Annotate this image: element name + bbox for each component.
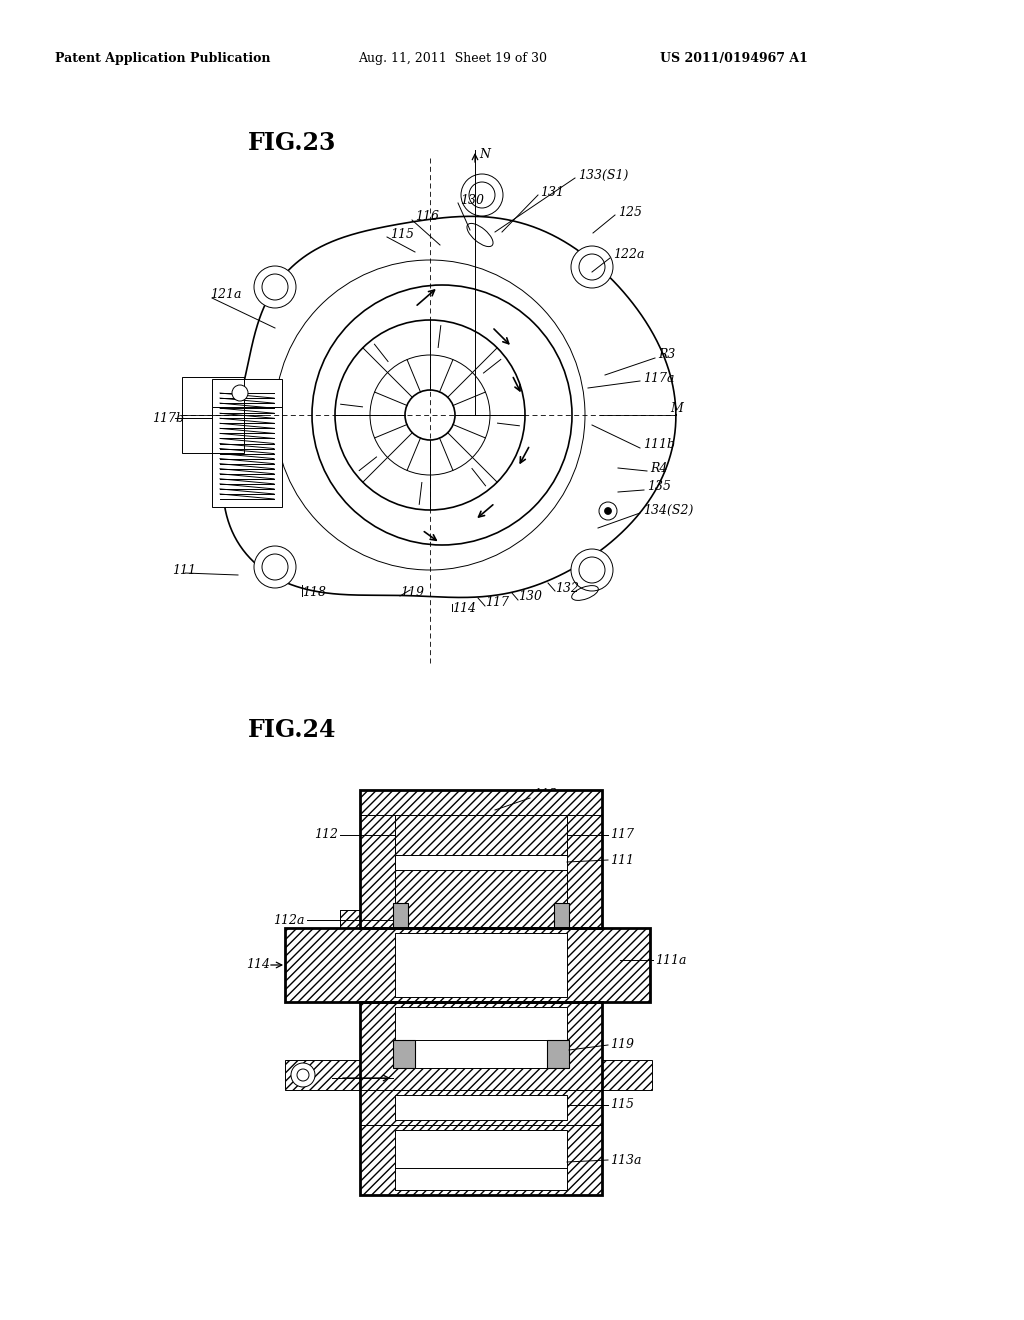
Circle shape (370, 355, 490, 475)
Bar (360, 1090, 602, 1125)
Text: 121a: 121a (210, 289, 242, 301)
Bar (360, 1002, 602, 1195)
Circle shape (604, 507, 611, 515)
Circle shape (254, 267, 296, 308)
Bar (393, 903, 408, 928)
Bar (395, 933, 567, 997)
Text: 133(S1): 133(S1) (578, 169, 629, 181)
Text: 114: 114 (246, 958, 270, 972)
Circle shape (254, 546, 296, 587)
Circle shape (312, 285, 572, 545)
Text: 131: 131 (540, 186, 564, 198)
Text: 119: 119 (400, 586, 424, 599)
Text: 117a: 117a (643, 371, 675, 384)
Bar (395, 870, 567, 928)
Bar (212, 379, 282, 407)
Text: 117: 117 (485, 597, 509, 610)
Circle shape (406, 389, 455, 440)
Bar (395, 1096, 567, 1119)
Polygon shape (223, 216, 676, 598)
Bar (360, 789, 602, 814)
Bar (395, 1130, 567, 1191)
Bar (602, 1060, 652, 1090)
Bar (285, 928, 650, 1002)
Circle shape (275, 260, 585, 570)
Text: 113a: 113a (610, 1154, 641, 1167)
Text: 115: 115 (610, 1098, 634, 1111)
Bar (554, 903, 569, 928)
Text: 115: 115 (390, 227, 414, 240)
Text: 135: 135 (647, 480, 671, 494)
Bar (285, 1060, 360, 1090)
Bar (360, 789, 395, 928)
Text: 119: 119 (306, 1072, 330, 1085)
Text: 111a: 111a (655, 953, 686, 966)
Text: R3: R3 (658, 348, 676, 362)
Bar (182, 378, 244, 453)
Text: 114: 114 (452, 602, 476, 615)
Text: 134(S2): 134(S2) (643, 503, 693, 516)
Text: N: N (479, 149, 490, 161)
Circle shape (461, 174, 503, 216)
Text: 111b: 111b (643, 438, 675, 451)
Bar (340, 909, 395, 935)
Bar (360, 1125, 602, 1195)
Circle shape (291, 1063, 315, 1086)
Circle shape (599, 502, 617, 520)
Text: FIG.23: FIG.23 (248, 131, 336, 154)
Bar (395, 1007, 567, 1060)
Text: 122a: 122a (613, 248, 644, 261)
Bar (395, 814, 567, 855)
Text: 113: 113 (534, 788, 557, 801)
Text: 132: 132 (555, 582, 579, 594)
Bar (415, 1040, 547, 1068)
Text: 117: 117 (610, 829, 634, 842)
Bar (285, 928, 650, 1002)
Text: US 2011/0194967 A1: US 2011/0194967 A1 (660, 51, 808, 65)
Text: R4: R4 (650, 462, 668, 474)
Text: Patent Application Publication: Patent Application Publication (55, 51, 270, 65)
Text: 112a: 112a (273, 913, 305, 927)
Circle shape (571, 246, 613, 288)
Bar (360, 1002, 602, 1090)
Text: 125: 125 (618, 206, 642, 219)
Circle shape (232, 385, 248, 401)
Bar (393, 1040, 415, 1068)
Text: 119: 119 (610, 1039, 634, 1052)
Bar (340, 909, 395, 935)
Text: 111: 111 (172, 564, 196, 577)
Circle shape (335, 319, 525, 510)
Text: FIG.24: FIG.24 (248, 718, 337, 742)
Text: 111: 111 (610, 854, 634, 866)
Text: M: M (670, 401, 683, 414)
Bar (395, 855, 567, 870)
Text: 130: 130 (518, 590, 542, 603)
Circle shape (571, 549, 613, 591)
Text: 130: 130 (460, 194, 484, 206)
Bar (360, 789, 602, 928)
Text: 116: 116 (415, 210, 439, 223)
Text: Aug. 11, 2011  Sheet 19 of 30: Aug. 11, 2011 Sheet 19 of 30 (358, 51, 547, 65)
Bar (212, 380, 282, 507)
Bar (547, 1040, 569, 1068)
Bar (567, 789, 602, 928)
Text: 112: 112 (314, 829, 338, 842)
Text: 117b: 117b (152, 412, 184, 425)
Text: 118: 118 (302, 586, 326, 599)
